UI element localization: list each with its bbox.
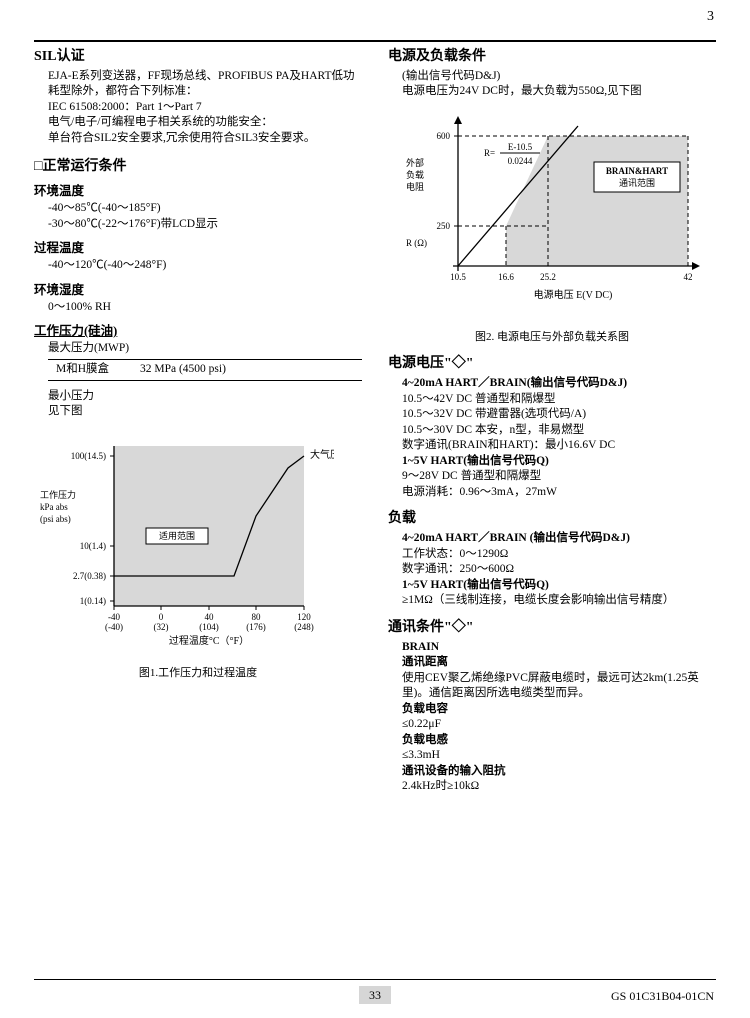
psv-l6: 电源消耗：0.96～3mA，27mW: [402, 485, 716, 501]
svg-text:R=: R=: [484, 148, 495, 158]
svg-text:25.2: 25.2: [540, 272, 556, 282]
svg-text:大气压: 大气压: [310, 448, 334, 461]
humidity-l1: 0～100% RH: [48, 300, 362, 316]
sil-p3: 电气/电子/可编程电子相关系统的功能安全：: [48, 115, 362, 131]
svg-text:电源电压 E(V DC): 电源电压 E(V DC): [534, 288, 613, 301]
svg-text:kPa abs: kPa abs: [40, 502, 68, 512]
svg-text:BRAIN&HART: BRAIN&HART: [606, 166, 668, 176]
svg-text:40: 40: [205, 612, 215, 622]
env-temp-title: 环境温度: [34, 183, 362, 200]
comm-ind-t: 负载电感: [402, 733, 716, 749]
sil-p4: 单台符合SIL2安全要求,冗余使用符合SIL3安全要求。: [48, 131, 362, 147]
comm-dist-v: 使用CEV聚乙烯绝缘PVC屏蔽电缆时，最远可达2km(1.25英里)。通信距离因…: [402, 671, 716, 702]
sil-title: SIL认证: [34, 48, 362, 67]
footer: 33 GS 01C31B04-01CN: [0, 988, 750, 1004]
svg-text:(-40): (-40): [105, 622, 123, 632]
svg-text:120: 120: [297, 612, 311, 622]
pressure-row-c1: M和H膜盒: [48, 362, 140, 378]
page-number-top: 3: [707, 8, 714, 27]
svg-text:过程温度°C（°F）: 过程温度°C（°F）: [169, 634, 249, 647]
svg-text:E-10.5: E-10.5: [508, 142, 533, 152]
svg-text:250: 250: [437, 221, 451, 231]
fig2-ylabel-1: 外部: [406, 157, 424, 168]
svg-text:16.6: 16.6: [498, 272, 514, 282]
load-title: 负载: [388, 510, 716, 529]
normal-conditions-title: □正常运行条件: [34, 156, 362, 175]
psv-l1: 10.5～42V DC 普通型和隔爆型: [402, 392, 716, 408]
svg-text:10.5: 10.5: [450, 272, 466, 282]
sil-p1: EJA-E系列变送器，FF现场总线、PROFIBUS PA及HART低功耗型除外…: [48, 69, 362, 100]
figure-1-caption: 图1.工作压力和过程温度: [34, 666, 362, 681]
comm-dist-t: 通讯距离: [402, 655, 716, 671]
load-l2: 数字通讯：250～600Ω: [402, 562, 716, 578]
svg-text:10(1.4): 10(1.4): [80, 541, 106, 551]
comm-title: 通讯条件"◇": [388, 619, 716, 638]
svg-text:0: 0: [159, 612, 164, 622]
svg-text:0.0244: 0.0244: [508, 156, 533, 166]
svg-text:(176): (176): [246, 622, 266, 632]
comm-cap-t: 负载电容: [402, 702, 716, 718]
psv-l3: 10.5～30V DC 本安，n型，非易燃型: [402, 423, 716, 439]
svg-text:(psi abs): (psi abs): [40, 514, 71, 524]
psv-s2: 1~5V HART(输出信号代码Q): [402, 454, 716, 470]
env-temp-l2: -30～80℃(-22～176°F)带LCD显示: [48, 217, 362, 233]
bottom-rule: [34, 979, 716, 980]
load-l1: 工作状态：0～1290Ω: [402, 547, 716, 563]
humidity-title: 环境湿度: [34, 282, 362, 299]
svg-text:600: 600: [437, 131, 451, 141]
pressure-max-label: 最大压力(MWP): [48, 341, 362, 357]
svg-text:适用范围: 适用范围: [159, 530, 195, 541]
left-column: SIL认证 EJA-E系列变送器，FF现场总线、PROFIBUS PA及HART…: [34, 48, 362, 795]
svg-text:100(14.5): 100(14.5): [71, 451, 106, 461]
psv-l4: 数字通讯(BRAIN和HART)：最小16.6V DC: [402, 438, 716, 454]
figure-1: 100(14.5) 10(1.4) 2.7(0.38) 1(0.14) -40 …: [34, 426, 334, 656]
svg-text:(104): (104): [199, 622, 219, 632]
psv-l5: 9～28V DC 普通型和隔爆型: [402, 469, 716, 485]
pressure-row-c2: 32 MPa (4500 psi): [140, 362, 226, 378]
power-load-line: 电源电压为24V DC时，最大负载为550Ω,见下图: [402, 84, 716, 100]
svg-text:R (Ω): R (Ω): [406, 238, 427, 248]
svg-text:(248): (248): [294, 622, 314, 632]
pressure-min-label: 最小压力: [48, 389, 362, 405]
power-load-sub: (输出信号代码D&J): [402, 69, 716, 85]
comm-ind-v: ≤3.3mH: [402, 748, 716, 764]
svg-text:80: 80: [252, 612, 262, 622]
svg-text:通讯范围: 通讯范围: [619, 177, 655, 188]
doc-id: GS 01C31B04-01CN: [611, 988, 714, 1004]
comm-brain: BRAIN: [402, 640, 716, 656]
top-rule: [34, 40, 716, 42]
power-load-title: 电源及负载条件: [388, 48, 716, 67]
load-l3: ≥1MΩ（三线制连接，电缆长度会影响输出信号精度）: [402, 593, 716, 609]
right-column: 电源及负载条件 (输出信号代码D&J) 电源电压为24V DC时，最大负载为55…: [388, 48, 716, 795]
proc-temp-title: 过程温度: [34, 240, 362, 257]
figure-2: 600 250 10.5 16.6 25.2 42 外部 负载 电阻 R (Ω)…: [388, 106, 708, 321]
figure-2-caption: 图2. 电源电压与外部负载关系图: [388, 330, 716, 345]
fig2-ylabel-3: 电阻: [406, 181, 424, 192]
psv-s1: 4~20mA HART／BRAIN(输出信号代码D&J): [402, 376, 716, 392]
svg-text:工作压力: 工作压力: [40, 489, 76, 500]
svg-text:42: 42: [684, 272, 693, 282]
sil-p2: IEC 61508:2000：Part 1～Part 7: [48, 100, 362, 116]
comm-cap-v: ≤0.22μF: [402, 717, 716, 733]
psv-l2: 10.5～32V DC 带避雷器(选项代码/A): [402, 407, 716, 423]
pressure-table-row: M和H膜盒 32 MPa (4500 psi): [48, 359, 362, 381]
fig2-ylabel-2: 负载: [406, 169, 424, 180]
comm-imp-t: 通讯设备的输入阻抗: [402, 764, 716, 780]
proc-temp-l1: -40～120℃(-40～248°F): [48, 258, 362, 274]
pressure-title: 工作压力(硅油): [34, 323, 362, 340]
svg-text:-40: -40: [108, 612, 120, 622]
svg-text:(32): (32): [154, 622, 169, 632]
pressure-min-note: 见下图: [48, 404, 362, 420]
svg-text:2.7(0.38): 2.7(0.38): [73, 571, 106, 581]
comm-imp-v: 2.4kHz时≥10kΩ: [402, 779, 716, 795]
load-s1: 4~20mA HART／BRAIN (输出信号代码D&J): [402, 531, 716, 547]
svg-text:1(0.14): 1(0.14): [80, 596, 106, 606]
env-temp-l1: -40～85℃(-40～185°F): [48, 201, 362, 217]
psv-title: 电源电压"◇": [388, 355, 716, 374]
page-number-bottom: 33: [359, 986, 391, 1004]
load-s2: 1~5V HART(输出信号代码Q): [402, 578, 716, 594]
